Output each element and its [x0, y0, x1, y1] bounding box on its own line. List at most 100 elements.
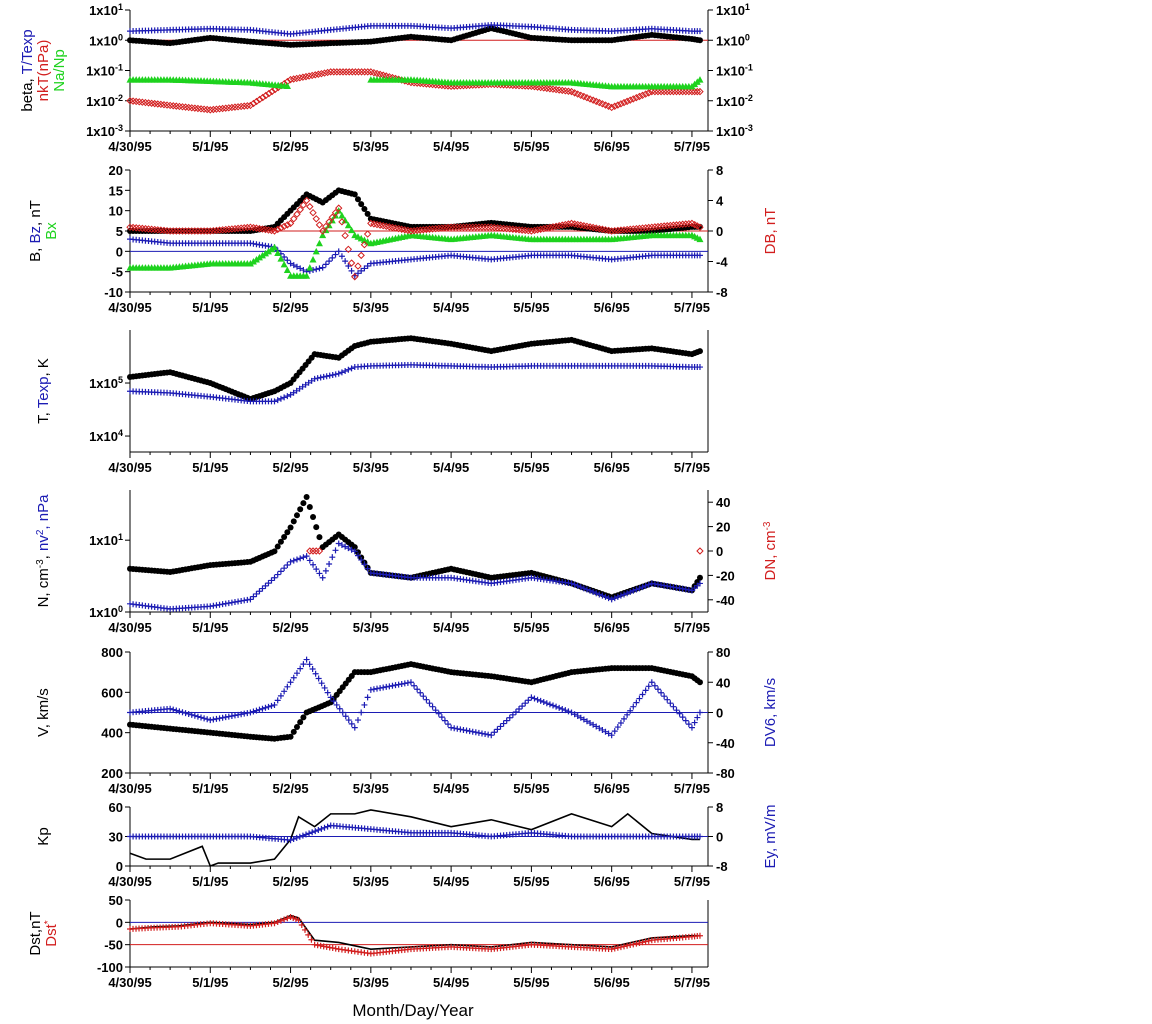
data-point [286, 75, 295, 84]
data-point [344, 221, 352, 229]
data-point [361, 701, 368, 708]
data-point [303, 272, 311, 279]
data-point [685, 721, 692, 728]
data-point [590, 589, 597, 596]
data-point [614, 101, 622, 109]
data-point [345, 262, 352, 269]
data-point [264, 247, 272, 255]
data-point [268, 702, 275, 709]
data-point [435, 224, 443, 233]
data-point [611, 945, 618, 952]
data-point [456, 223, 465, 231]
y2-tick-label: 0 [716, 224, 723, 239]
data-point [447, 223, 455, 231]
data-point [181, 227, 190, 235]
data-point [364, 262, 371, 269]
data-point [354, 196, 361, 203]
data-point [281, 534, 288, 541]
data-point [593, 590, 600, 597]
data-point [347, 259, 356, 267]
data-point [296, 74, 304, 82]
data-point [348, 68, 357, 76]
y2-tick-label: 1x101 [716, 2, 750, 18]
data-point [607, 227, 616, 235]
data-point [522, 700, 529, 707]
y-tick-label: 50 [109, 893, 123, 908]
data-point [188, 711, 195, 718]
x-tick-label: 5/1/95 [192, 874, 228, 889]
data-point [696, 87, 704, 96]
data-point [290, 215, 298, 223]
data-point [287, 837, 294, 844]
data-point [614, 724, 621, 731]
data-point [265, 89, 273, 98]
data-point [300, 267, 307, 274]
x-tick-label: 4/30/95 [108, 460, 151, 475]
data-point [685, 219, 693, 228]
data-point [212, 105, 221, 113]
data-point [614, 944, 621, 951]
y-tick-label: 0 [116, 244, 123, 259]
data-point [657, 222, 665, 231]
data-point [253, 707, 260, 714]
data-point [608, 732, 615, 739]
x-tick-label: 5/6/95 [594, 300, 630, 315]
data-point [293, 263, 300, 270]
data-point [660, 87, 668, 96]
y2-tick-label: 1x10-3 [716, 123, 753, 139]
data-point [271, 920, 278, 927]
data-point [596, 725, 603, 732]
y-tick-label: 0 [116, 859, 123, 874]
data-point [345, 366, 352, 373]
data-point [555, 222, 563, 230]
data-point [290, 518, 297, 525]
y-axis-label: beta, T/Texp [19, 29, 36, 111]
data-point [632, 224, 641, 233]
x-tick-label: 5/3/95 [353, 874, 389, 889]
y-tick-label: 20 [109, 163, 123, 178]
data-point [335, 204, 343, 212]
data-point [329, 254, 336, 261]
data-point [672, 87, 681, 96]
data-point [682, 87, 690, 96]
data-point [234, 224, 242, 233]
x-tick-label: 4/30/95 [108, 975, 151, 990]
data-point [438, 714, 445, 721]
data-point [577, 584, 584, 591]
data-point [420, 693, 427, 700]
data-point [283, 266, 291, 274]
data-point [617, 226, 625, 234]
x-tick-label: 5/5/95 [513, 975, 549, 990]
y-tick-label: 1x100 [89, 604, 123, 620]
data-point [330, 698, 337, 705]
data-point [675, 220, 684, 229]
data-point [360, 68, 369, 76]
x-tick-label: 5/3/95 [353, 300, 389, 315]
y-tick-label: 10 [109, 204, 123, 219]
data-point [302, 381, 309, 388]
data-point [491, 729, 498, 736]
data-point [453, 223, 461, 231]
y-axis-label: V, km/s [35, 688, 52, 737]
data-point [271, 574, 278, 581]
data-point [247, 596, 254, 603]
data-point [293, 556, 300, 563]
data-point [661, 693, 668, 700]
data-point [209, 226, 218, 235]
data-point [299, 383, 306, 390]
data-point [313, 524, 320, 531]
data-point [200, 227, 208, 235]
y2-tick-label: 40 [716, 495, 730, 510]
data-point [587, 587, 594, 594]
data-point [309, 547, 317, 555]
data-point [312, 670, 319, 677]
x-tick-label: 5/2/95 [272, 781, 308, 796]
data-point [570, 89, 579, 97]
y2-tick-label: 8 [716, 800, 723, 815]
data-point [626, 225, 634, 233]
y2-tick-label: 0 [716, 544, 723, 559]
series-plus [127, 21, 703, 38]
x-tick-label: 5/3/95 [353, 975, 389, 990]
data-point [249, 99, 258, 108]
data-point [323, 373, 330, 380]
